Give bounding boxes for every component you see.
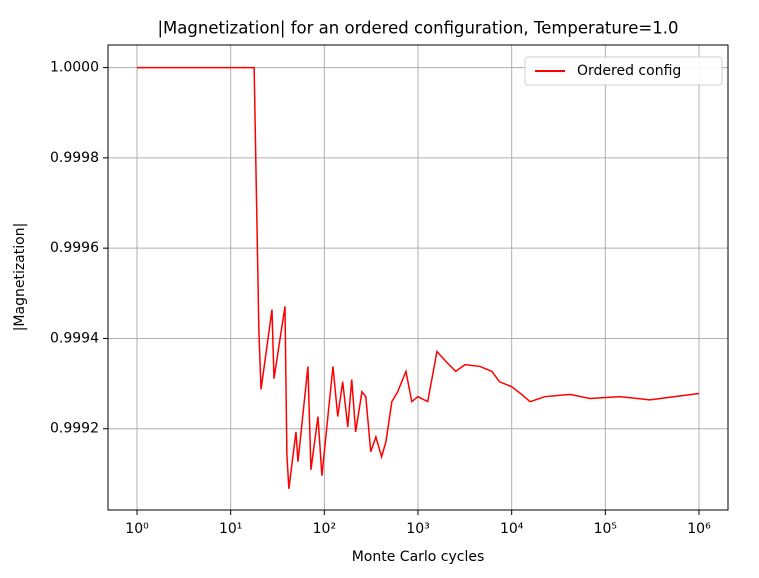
y-tick-label: 0.9992 [50,421,99,437]
x-tick-label: 10⁰ [125,521,149,537]
x-tick-label: 10³ [406,521,429,537]
legend-label: Ordered config [577,63,681,79]
x-tick-label: 10⁶ [687,521,711,537]
y-tick-label: 1.0000 [50,60,99,76]
x-tick-label: 10² [313,521,336,537]
y-tick-label: 0.9994 [50,330,99,346]
x-tick-label: 10⁴ [500,521,524,537]
legend: Ordered config [524,56,723,86]
x-tick-label: 10¹ [219,521,242,537]
legend-box [524,56,723,86]
y-axis-label: |Magnetization| [12,223,28,332]
y-tick-label: 0.9998 [50,150,99,166]
data-line [137,66,700,489]
chart-title: |Magnetization| for an ordered configura… [158,19,679,38]
plot-frame [107,44,729,511]
y-tick-label: 0.9996 [50,240,99,256]
x-tick-label: 10⁵ [594,521,617,537]
x-axis-label: Monte Carlo cycles [352,549,485,565]
